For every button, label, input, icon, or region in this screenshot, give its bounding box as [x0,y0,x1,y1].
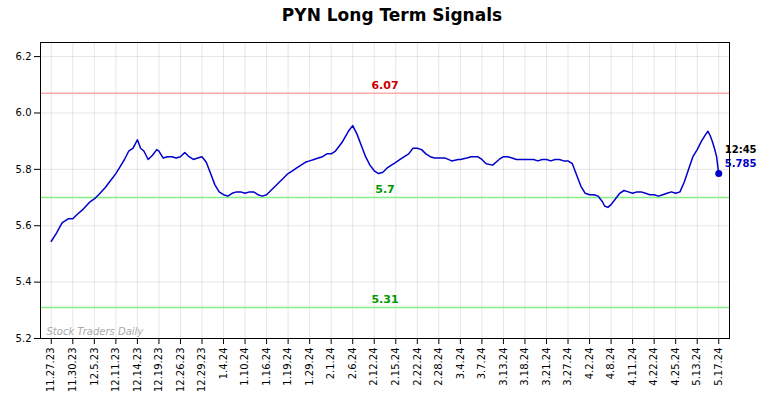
svg-text:1.16.24: 1.16.24 [261,348,272,386]
svg-text:5.2: 5.2 [16,333,32,344]
svg-text:1.10.24: 1.10.24 [239,348,250,386]
svg-text:5.8: 5.8 [16,164,32,175]
svg-text:2.1.24: 2.1.24 [325,348,336,380]
svg-text:12.19.23: 12.19.23 [153,348,164,393]
svg-text:5.4: 5.4 [16,276,32,287]
svg-text:12.29.23: 12.29.23 [196,348,207,393]
svg-text:Stock Traders Daily: Stock Traders Daily [47,326,145,337]
svg-text:12:45: 12:45 [724,143,757,155]
svg-text:12.5.23: 12.5.23 [89,348,100,386]
svg-text:3.27.24: 3.27.24 [562,348,573,386]
svg-text:3.13.24: 3.13.24 [498,348,509,386]
svg-text:2.28.24: 2.28.24 [433,348,444,386]
svg-text:3.7.24: 3.7.24 [476,348,487,380]
svg-text:4.8.24: 4.8.24 [605,348,616,380]
svg-text:12.14.23: 12.14.23 [132,348,143,393]
svg-text:2.15.24: 2.15.24 [390,348,401,386]
svg-text:11.27.23: 11.27.23 [45,348,56,393]
svg-text:3.18.24: 3.18.24 [519,348,530,386]
svg-text:1.29.24: 1.29.24 [304,348,315,386]
svg-text:12.11.23: 12.11.23 [110,348,121,393]
svg-text:5.785: 5.785 [724,157,757,169]
svg-text:4.25.24: 4.25.24 [670,348,681,386]
svg-text:6.07: 6.07 [371,79,398,92]
svg-text:4.22.24: 4.22.24 [648,348,659,386]
svg-text:1.4.24: 1.4.24 [218,348,229,380]
svg-text:6.2: 6.2 [16,51,32,62]
svg-text:5.31: 5.31 [371,293,398,306]
svg-text:2.6.24: 2.6.24 [347,348,358,380]
svg-text:12.26.23: 12.26.23 [175,348,186,393]
svg-text:5.13.24: 5.13.24 [691,348,702,386]
svg-text:5.6: 5.6 [16,220,32,231]
svg-text:3.4.24: 3.4.24 [455,348,466,380]
svg-text:5.7: 5.7 [375,183,395,196]
svg-text:6.0: 6.0 [16,107,32,118]
svg-text:2.12.24: 2.12.24 [368,348,379,386]
svg-text:5.17.24: 5.17.24 [713,348,724,386]
svg-text:2.22.24: 2.22.24 [411,348,422,386]
svg-text:11.30.23: 11.30.23 [67,348,78,393]
svg-text:4.2.24: 4.2.24 [584,348,595,380]
svg-text:1.19.24: 1.19.24 [282,348,293,386]
html-text:PYN Long Term Signals: PYN Long Term Signals [281,5,503,25]
svg-text:4.11.24: 4.11.24 [627,348,638,386]
svg-text:3.21.24: 3.21.24 [541,348,552,386]
